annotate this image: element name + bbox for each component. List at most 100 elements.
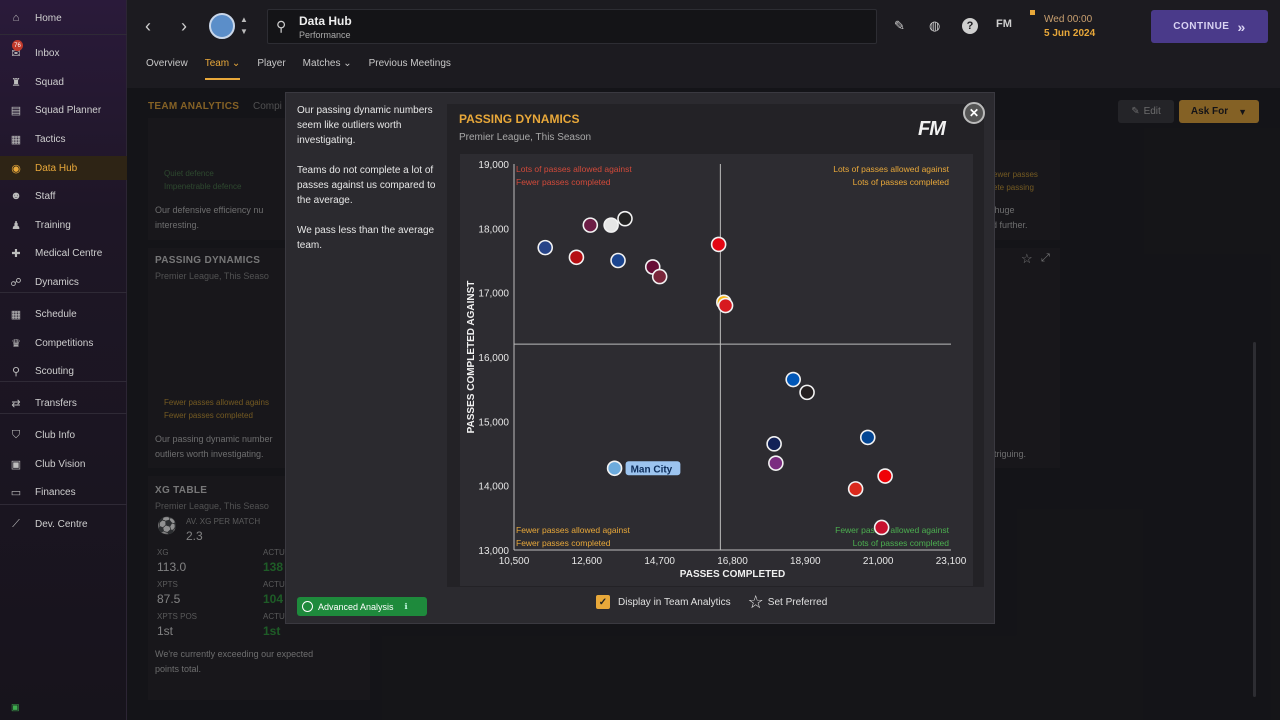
quadrant-label-bottom-left: Fewer passes completed [516, 538, 611, 548]
team-label-tag [625, 461, 681, 476]
team-badge-point [610, 252, 626, 269]
scrollbar[interactable] [1253, 342, 1256, 697]
x-tick-label: 10,500 [499, 556, 530, 567]
team-badge-point [651, 268, 668, 285]
back-arrow-icon[interactable]: ‹ [145, 16, 151, 36]
sidebar-item-dynamics[interactable]: ☍ Dynamics [0, 270, 127, 294]
y-tick-label: 16,000 [478, 353, 509, 364]
expand-icon[interactable]: ⤢ [1041, 252, 1050, 264]
sidebar-item-schedule[interactable]: ▦ Schedule [0, 302, 127, 326]
wallet-icon: ▭ [10, 486, 22, 499]
chevron-down-icon[interactable]: ▼ [240, 27, 248, 36]
sidebar-divider [0, 292, 127, 293]
sidebar-divider [0, 413, 127, 414]
sidebar-item-label: Finances [35, 486, 76, 498]
ask-for-button[interactable]: Ask For ▼ [1179, 100, 1259, 123]
inbox-badge: 76 [12, 40, 23, 51]
right-fewer-passes: ewer passes [993, 170, 1038, 179]
help-icon[interactable]: ? [962, 18, 978, 34]
sidebar-item-competitions[interactable]: ♛ Competitions [0, 331, 127, 355]
passing-card [148, 248, 285, 468]
pen-icon[interactable]: ✎ [894, 18, 905, 33]
sidebar-item-home[interactable]: ⌂ Home [0, 6, 127, 30]
xg-value: 113.0 [157, 560, 187, 574]
sidebar-item-finances[interactable]: ▭ Finances [0, 480, 127, 504]
sidebar-item-tactics[interactable]: ▦ Tactics [0, 127, 127, 151]
right-text-further: ed further. [987, 220, 1028, 230]
sidebar-item-label: Scouting [35, 365, 74, 377]
sidebar-item-label: Inbox [35, 47, 60, 59]
impenetrable-defence-label: Impenetrable defence [164, 182, 242, 191]
fm-menu-icon[interactable]: FM [996, 18, 1012, 30]
sidebar-item-transfers[interactable]: ⇄ Transfers [0, 391, 127, 415]
close-icon[interactable]: ✕ [963, 102, 985, 124]
passing-text-1: Our passing dynamic number [155, 434, 273, 444]
tab-team[interactable]: Team ⌄ [204, 58, 241, 80]
actual-pos-label: ACTU [263, 612, 285, 621]
sidebar-item-club-vision[interactable]: ▣ Club Vision [0, 452, 127, 476]
sidebar-item-staff[interactable]: ☻ Staff [0, 184, 127, 208]
sidebar-item-label: Transfers [35, 397, 77, 409]
sidebar-item-data-hub[interactable]: ◉ Data Hub [0, 156, 127, 180]
chart-card: PASSING DYNAMICS Premier League, This Se… [447, 104, 984, 587]
quadrant-label-bottom-left: Fewer passes allowed against [516, 525, 631, 535]
club-badge-icon[interactable] [209, 13, 235, 39]
tab-player[interactable]: Player [257, 58, 286, 69]
dev-centre-icon: ⟋ [12, 517, 20, 530]
sidebar-item-label: Staff [35, 190, 56, 202]
info-icon: ℹ [404, 602, 408, 611]
continue-button[interactable]: CONTINUE » [1151, 10, 1268, 43]
date: 5 Jun 2024 [1044, 28, 1096, 39]
quadrant-label-top-right: Lots of passes completed [853, 177, 950, 187]
team-label: Man City [631, 464, 673, 475]
transfer-arrows-icon: ⇄ [11, 397, 21, 410]
chart-title: PASSING DYNAMICS [459, 112, 580, 126]
advanced-analysis-button[interactable]: Advanced Analysis ℹ [297, 597, 427, 616]
forward-arrow-icon[interactable]: › [181, 16, 187, 36]
sidebar-item-scouting[interactable]: ⚲ Scouting [0, 359, 127, 383]
xg-table-title: XG TABLE [155, 485, 208, 496]
sidebar-item-label: Club Info [35, 429, 76, 441]
sidebar-item-dev-centre[interactable]: ⟋ Dev. Centre [0, 512, 127, 536]
sidebar-divider [0, 381, 127, 382]
search-box[interactable]: ⚲ Data Hub Performance [267, 9, 877, 44]
sidebar-item-label: Competitions [35, 337, 94, 349]
fm-logo: FM [918, 118, 946, 140]
calendar-marker-icon [1030, 10, 1035, 15]
sidebar-item-squad[interactable]: ♜ Squad [0, 70, 127, 94]
plot-area: 10,500 12,600 14,700 16,800 18,900 21,000 23,1… [460, 154, 973, 586]
sidebar-divider [0, 504, 127, 505]
sidebar-item-label: Dynamics [35, 276, 79, 288]
fewer-completed-label: Fewer passes completed [164, 411, 253, 420]
set-preferred-label[interactable]: Set Preferred [767, 596, 828, 608]
tab-matches[interactable]: Matches ⌄ [302, 58, 352, 69]
sidebar-item-squad-planner[interactable]: ▤ Squad Planner [0, 98, 127, 122]
quadrant-label-bottom-right: Fewer passes allowed against [835, 525, 950, 535]
star-icon[interactable]: ☆ [1021, 251, 1033, 266]
shirt-icon: ♜ [11, 76, 21, 89]
sidebar-item-club-info[interactable]: ⛉ Club Info [0, 423, 127, 447]
chevron-up-icon[interactable]: ▲ [240, 15, 248, 24]
sidebar-item-inbox[interactable]: ✉ 76 Inbox [0, 40, 127, 65]
xg-label: XG [157, 548, 169, 557]
trophy-icon: ♛ [11, 337, 21, 350]
display-checkbox[interactable]: ✓ [596, 595, 610, 609]
tab-overview[interactable]: Overview [146, 58, 188, 69]
team-badge-point [785, 371, 801, 388]
exceeding-text-2: points total. [155, 664, 202, 674]
sidebar-item-label: Dev. Centre [35, 518, 88, 530]
xpts-value: 87.5 [157, 592, 181, 606]
edit-button[interactable]: ✎ Edit [1118, 100, 1174, 123]
team-badge-point [568, 249, 585, 266]
tab-previous-meetings[interactable]: Previous Meetings [368, 58, 451, 69]
advanced-analysis-icon [302, 601, 313, 612]
x-tick-label: 16,800 [717, 556, 748, 567]
search-icon: ⚲ [11, 365, 21, 378]
actual-pos-value: 1st [263, 624, 281, 638]
insight-text-3: We pass less than the average team. [297, 225, 435, 251]
team-analytics-heading: TEAM ANALYTICS [148, 101, 240, 112]
set-preferred-star-icon[interactable]: ☆ [747, 592, 764, 612]
sidebar-item-training[interactable]: ♟ Training [0, 213, 127, 237]
sidebar-item-medical-centre[interactable]: ✚ Medical Centre [0, 241, 127, 265]
globe-icon[interactable]: ◍ [929, 18, 941, 33]
